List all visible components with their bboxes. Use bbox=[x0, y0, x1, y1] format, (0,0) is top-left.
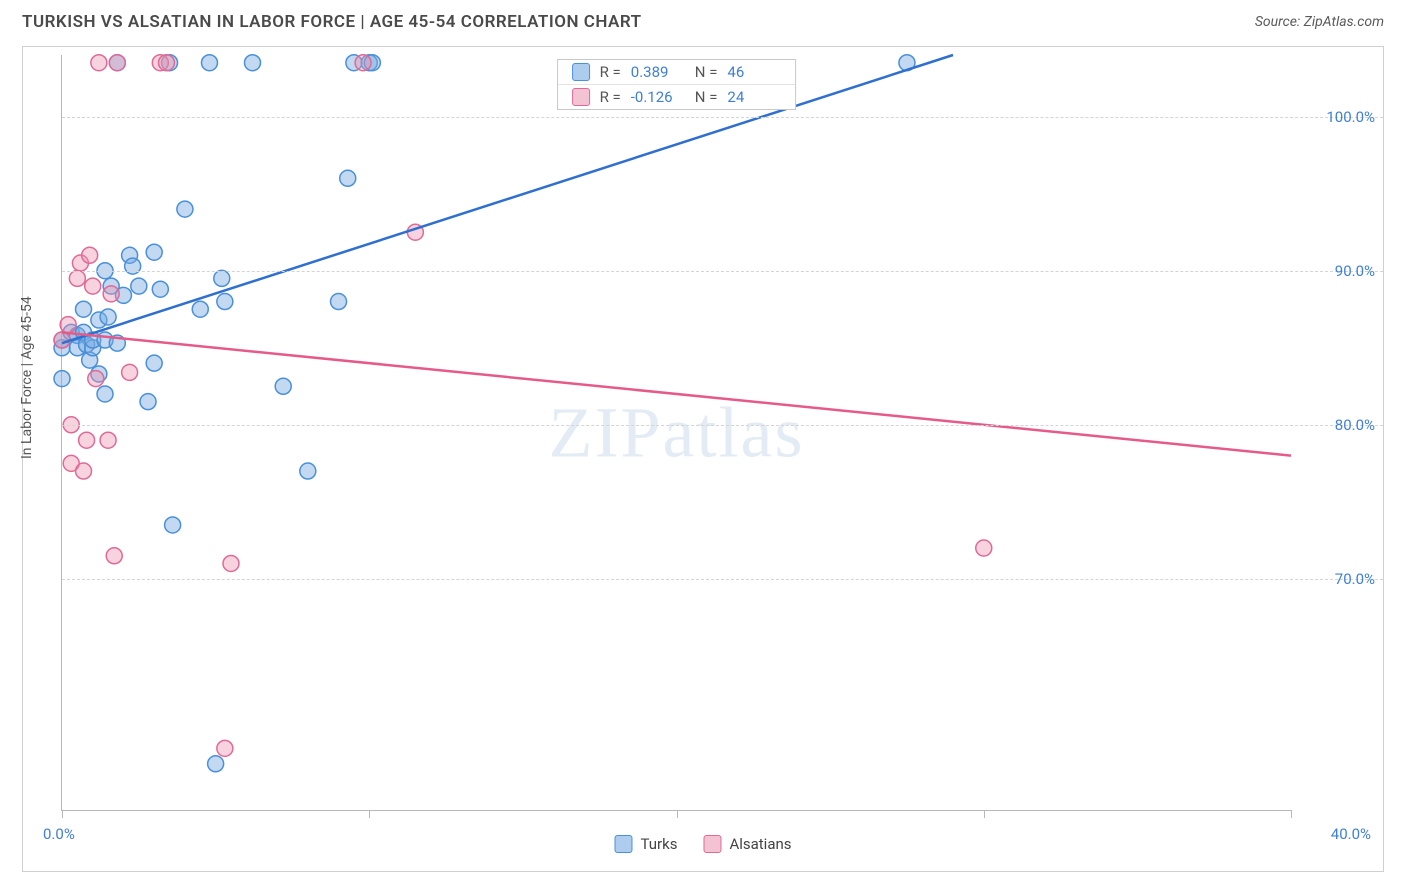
data-point bbox=[340, 170, 356, 186]
chart-title: TURKISH VS ALSATIAN IN LABOR FORCE | AGE… bbox=[22, 12, 642, 32]
legend-label: Turks bbox=[640, 835, 677, 853]
data-point bbox=[76, 463, 92, 479]
x-tick-label: 40.0% bbox=[1331, 825, 1371, 843]
y-tick-label: 90.0% bbox=[1335, 262, 1375, 280]
stat-r-label: R = bbox=[600, 88, 621, 106]
stat-r-value: -0.126 bbox=[631, 88, 685, 106]
gridline bbox=[62, 579, 1383, 580]
chart-container: In Labor Force | Age 45-54 ZIPatlas R =0… bbox=[22, 46, 1384, 872]
data-point bbox=[201, 55, 217, 71]
data-point bbox=[76, 301, 92, 317]
data-point bbox=[177, 201, 193, 217]
x-tick bbox=[62, 810, 63, 818]
gridline bbox=[62, 271, 1383, 272]
series-swatch bbox=[572, 63, 590, 81]
header: TURKISH VS ALSATIAN IN LABOR FORCE | AGE… bbox=[0, 0, 1406, 40]
data-point bbox=[158, 55, 174, 71]
scatter-svg bbox=[62, 55, 1291, 810]
data-point bbox=[109, 55, 125, 71]
correlation-stats-box: R = 0.389 N = 46 R = -0.126 N = 24 bbox=[557, 59, 797, 110]
stat-r-value: 0.389 bbox=[631, 63, 685, 81]
y-tick-label: 70.0% bbox=[1335, 570, 1375, 588]
stat-n-label: N = bbox=[695, 88, 718, 106]
data-point bbox=[217, 294, 233, 310]
stat-n-value: 24 bbox=[727, 88, 781, 106]
series-swatch bbox=[572, 88, 590, 106]
data-point bbox=[79, 432, 95, 448]
data-point bbox=[140, 394, 156, 410]
legend-swatch bbox=[703, 835, 721, 853]
data-point bbox=[82, 247, 98, 263]
data-point bbox=[54, 371, 70, 387]
stat-r-label: R = bbox=[600, 63, 621, 81]
source-attribution: Source: ZipAtlas.com bbox=[1255, 14, 1384, 30]
data-point bbox=[88, 371, 104, 387]
data-point bbox=[85, 278, 101, 294]
legend-label: Alsatians bbox=[729, 835, 791, 853]
data-point bbox=[300, 463, 316, 479]
x-tick bbox=[369, 810, 370, 818]
data-point bbox=[217, 740, 233, 756]
legend-swatch bbox=[614, 835, 632, 853]
data-point bbox=[106, 548, 122, 564]
legend: Turks Alsatians bbox=[614, 835, 791, 853]
x-tick-label: 0.0% bbox=[43, 825, 75, 843]
data-point bbox=[122, 364, 138, 380]
data-point bbox=[146, 355, 162, 371]
data-point bbox=[214, 270, 230, 286]
data-point bbox=[976, 540, 992, 556]
data-point bbox=[152, 281, 168, 297]
plot-area: ZIPatlas R =0.389N =46R =-0.126N =24 bbox=[61, 55, 1291, 811]
data-point bbox=[331, 294, 347, 310]
data-point bbox=[91, 55, 107, 71]
data-point bbox=[60, 317, 76, 333]
data-point bbox=[208, 756, 224, 772]
x-tick bbox=[1291, 810, 1292, 818]
legend-item: Turks bbox=[614, 835, 677, 853]
data-point bbox=[165, 517, 181, 533]
x-tick bbox=[677, 810, 678, 818]
stat-row: R = -0.126 N = 24 bbox=[558, 84, 796, 109]
y-axis-label: In Labor Force | Age 45-54 bbox=[19, 296, 35, 459]
stat-row: R = 0.389 N = 46 bbox=[558, 60, 796, 84]
stat-n-label: N = bbox=[695, 63, 718, 81]
regression-line bbox=[62, 55, 953, 343]
regression-line bbox=[62, 332, 1291, 455]
data-point bbox=[97, 386, 113, 402]
gridline bbox=[62, 425, 1383, 426]
stat-n-value: 46 bbox=[727, 63, 781, 81]
data-point bbox=[100, 309, 116, 325]
data-point bbox=[355, 55, 371, 71]
data-point bbox=[275, 378, 291, 394]
data-point bbox=[223, 555, 239, 571]
data-point bbox=[146, 244, 162, 260]
data-point bbox=[192, 301, 208, 317]
x-tick bbox=[984, 810, 985, 818]
y-tick-label: 100.0% bbox=[1326, 108, 1375, 126]
data-point bbox=[244, 55, 260, 71]
y-tick-label: 80.0% bbox=[1335, 416, 1375, 434]
data-point bbox=[103, 286, 119, 302]
data-point bbox=[131, 278, 147, 294]
data-point bbox=[100, 432, 116, 448]
gridline bbox=[62, 117, 1383, 118]
legend-item: Alsatians bbox=[703, 835, 791, 853]
data-point bbox=[69, 270, 85, 286]
